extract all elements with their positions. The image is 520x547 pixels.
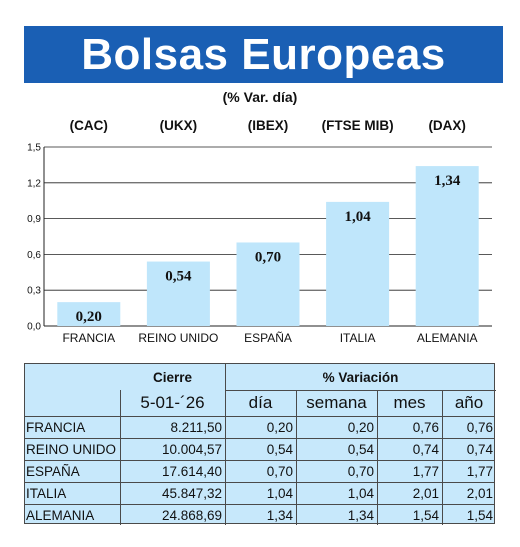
y-tick-label: 1,2 <box>27 178 41 189</box>
cell-mes: 1,77 <box>412 463 439 479</box>
y-tick-label: 0,6 <box>27 250 41 261</box>
y-tick-label: 0,9 <box>27 214 41 225</box>
y-tick-label: 0,3 <box>27 286 41 297</box>
cell-cierre: 8.211,50 <box>170 419 222 435</box>
table-divider <box>442 390 443 525</box>
cell-mes: 0,76 <box>412 419 439 435</box>
header-variacion: % Variación <box>322 369 399 385</box>
table-divider <box>377 390 378 525</box>
index-code-label: (IBEX) <box>248 118 289 133</box>
cell-semana: 1,34 <box>347 507 374 523</box>
cell-pais: ALEMANIA <box>26 507 95 523</box>
cell-mes: 0,74 <box>412 441 439 457</box>
cell-semana: 0,20 <box>347 419 374 435</box>
cell-anio: 0,76 <box>466 419 493 435</box>
index-code-label: (DAX) <box>428 118 466 133</box>
cell-dia: 1,04 <box>266 485 293 501</box>
table-row: ESPAÑA 17.614,40 0,70 0,70 1,77 1,77 <box>25 460 494 482</box>
table-divider <box>25 416 494 417</box>
category-label: ESPAÑA <box>244 331 292 345</box>
cell-pais: ITALIA <box>26 485 67 501</box>
chart-title: Bolsas Europeas <box>24 26 503 83</box>
table-divider <box>225 364 226 525</box>
category-label: FRANCIA <box>62 331 115 345</box>
cell-mes: 1,54 <box>412 507 439 523</box>
cell-cierre: 24.868,69 <box>161 507 222 523</box>
cell-semana: 1,04 <box>347 485 374 501</box>
cell-anio: 2,01 <box>466 485 493 501</box>
cell-cierre: 45.847,32 <box>161 485 222 501</box>
cell-pais: REINO UNIDO <box>26 441 117 457</box>
cell-semana: 0,54 <box>347 441 374 457</box>
cell-dia: 0,20 <box>266 419 293 435</box>
cell-anio: 0,74 <box>466 441 493 457</box>
bar-value-label: 0,54 <box>165 269 192 285</box>
chart-subtitle: (% Var. día) <box>222 89 298 105</box>
category-label: ALEMANIA <box>417 331 478 345</box>
cell-pais: ESPAÑA <box>26 463 80 479</box>
index-code-label: (CAC) <box>70 118 108 133</box>
bar-value-label: 1,34 <box>434 173 461 189</box>
index-code-label: (FTSE MIB) <box>322 118 394 133</box>
header-cierre: Cierre <box>152 369 193 385</box>
header-mes: mes <box>393 393 426 412</box>
table-divider <box>120 390 121 525</box>
table-row: ALEMANIA 24.868,69 1,34 1,34 1,54 1,54 <box>25 504 494 526</box>
table-divider <box>25 438 494 439</box>
header-anio: año <box>454 393 484 412</box>
table-divider <box>25 504 494 505</box>
category-label: REINO UNIDO <box>138 331 218 345</box>
table-divider <box>296 390 297 525</box>
bar <box>415 166 479 326</box>
bar <box>326 201 390 326</box>
y-tick-label: 1,5 <box>27 143 41 154</box>
table-row: FRANCIA 8.211,50 0,20 0,20 0,76 0,76 <box>25 416 494 438</box>
cell-anio: 1,77 <box>466 463 493 479</box>
bar-value-label: 0,70 <box>255 249 281 265</box>
cell-cierre: 17.614,40 <box>161 463 222 479</box>
header-semana: semana <box>306 393 367 412</box>
bar <box>57 302 121 326</box>
bar <box>236 242 300 326</box>
y-tick-label: 0,0 <box>27 322 41 333</box>
cell-dia: 1,34 <box>266 507 293 523</box>
index-code-label: (UKX) <box>160 118 198 133</box>
bar-value-label: 1,04 <box>344 209 371 225</box>
cell-anio: 1,54 <box>466 507 493 523</box>
category-label: ITALIA <box>340 331 376 345</box>
cell-mes: 2,01 <box>412 485 439 501</box>
header-date: 5-01-´26 <box>140 393 205 412</box>
bar-value-label: 0,20 <box>76 309 102 325</box>
cell-cierre: 10.004,57 <box>161 441 222 457</box>
table-row: REINO UNIDO 10.004,57 0,54 0,54 0,74 0,74 <box>25 438 494 460</box>
bar-chart: 0,0 0,3 0,6 0,9 1,2 1,5 0,20 FRANCIA (CAC) 0,54 RE… <box>27 118 492 345</box>
table-header-row-2: 5-01-´26 día semana mes año <box>25 390 494 416</box>
table-row: ITALIA 45.847,32 1,04 1,04 2,01 2,01 <box>25 482 494 504</box>
quotes-table: Cierre % Variación 5-01-´26 día semana m… <box>24 363 496 526</box>
table-divider <box>25 460 494 461</box>
table-header-row-1: Cierre % Variación <box>25 364 494 390</box>
table-divider <box>225 390 496 391</box>
cell-semana: 0,70 <box>347 463 374 479</box>
bar <box>146 261 210 326</box>
table-divider <box>25 482 494 483</box>
cell-dia: 0,70 <box>266 463 293 479</box>
cell-dia: 0,54 <box>266 441 293 457</box>
cell-pais: FRANCIA <box>26 419 86 435</box>
header-dia: día <box>248 393 273 412</box>
